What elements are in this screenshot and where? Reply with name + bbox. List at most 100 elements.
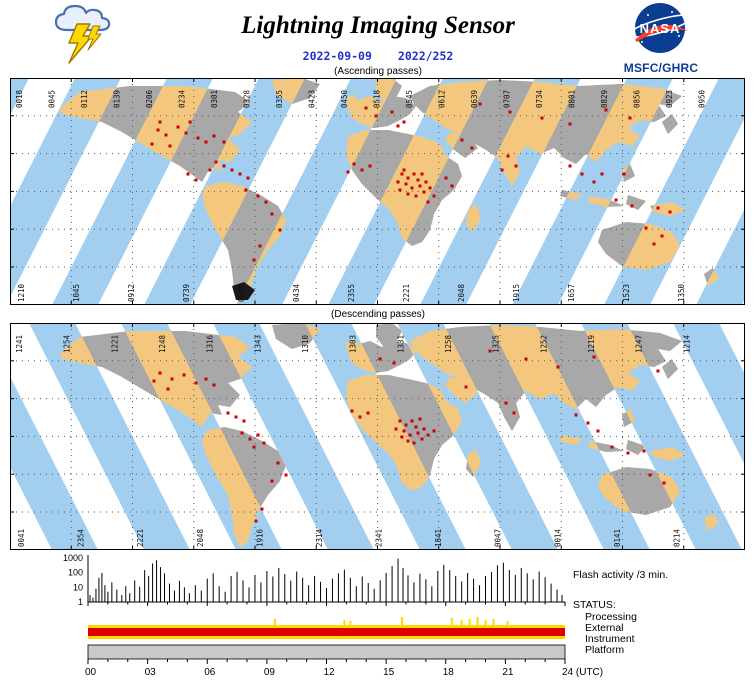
flash-activity-spikes [89,558,563,602]
x-axis-hour-label: 06 [204,667,216,678]
status-row-label: Processing [585,611,637,623]
orbit-time-label: 1657 [567,284,576,302]
orbit-time-label: 0606 [237,283,246,302]
flash-dots [152,349,666,523]
x-axis-hour-label: 09 [264,667,276,678]
orbit-time-label: 0355 [275,90,284,108]
y-axis-tick-label: 10 [73,582,83,592]
flash-dots [150,102,672,262]
orbit-time-label: 2221 [402,284,411,302]
status-row-label: Instrument [585,633,635,645]
nasa-meatball-icon: NASA [627,3,693,53]
descending-passes-label: (Descending passes) [331,309,425,320]
orbit-time-label: 0545 [405,90,414,108]
orbit-time-label: 2048 [457,283,466,302]
flash-activity-label: Flash activity /3 min. [573,569,668,581]
orbit-time-label: 0639 [470,90,479,108]
x-axis-hour-label: 15 [383,667,395,678]
platform-status-bar [87,644,566,660]
orbit-time-label: 1303 [349,335,358,353]
nasa-logo-text: NASA [640,21,681,36]
orbit-time-label: 2048 [196,528,205,547]
x-axis-hour-label: 00 [85,667,97,678]
orbit-time-label: 1214 [682,334,691,353]
ascending-passes-map: 0018 0045 0112 0139 0206 0234 0301 0328 0355 0423… [10,78,745,305]
orbit-time-label: 1210 [17,283,26,302]
y-axis-tick-label: 1 [78,597,83,607]
orbit-time-label: 1045 [72,284,81,302]
orbit-time-label: 0801 [568,90,577,108]
orbit-time-label: 1331 [396,335,405,353]
orbit-time-label: 0829 [600,90,609,108]
orbit-time-label: 0707 [503,90,512,108]
orbit-time-label: 0923 [665,90,674,108]
orbit-time-label: 0214 [672,528,681,547]
orbit-time-label: 1343 [253,335,262,353]
status-heading: STATUS: [573,599,616,611]
orbit-time-label: 0141 [613,529,622,547]
date-iso: 2022-09-09 [302,49,372,63]
orbit-time-label: 1258 [444,334,453,353]
orbit-time-label: 1916 [255,528,264,547]
orbit-time-label: 0301 [210,90,219,108]
orbit-time-label: 0328 [243,89,252,108]
page-title: Lightning Imaging Sensor [241,12,515,39]
y-axis-tick-label: 100 [68,568,83,578]
orbit-time-label: 0014 [553,528,562,547]
x-axis-hour-label: 18 [443,667,455,678]
orbit-time-label: 1915 [512,284,521,302]
orbit-time-label: 2221 [136,529,145,547]
orbit-time-label: 0139 [113,90,122,108]
external-status-bar [88,628,565,636]
orbit-time-label: 1325 [492,335,501,353]
status-row-label: Platform [585,644,624,656]
orbit-time-label: 1310 [301,334,310,353]
date-line: 2022-09-09 2022/252 [0,49,756,63]
orbit-time-label: 1248 [158,334,167,353]
orbit-time-label: 1219 [587,335,596,353]
orbit-time-label: 1316 [206,334,215,353]
orbit-time-label: 0450 [340,89,349,108]
x-axis-hour-label: 24 (UTC) [562,667,603,678]
orbit-time-label: 1252 [539,335,548,353]
org-label: MSFC/GHRC [623,61,699,75]
lightning-cloud-icon [52,2,116,68]
orbit-time-label: 2354 [77,528,86,547]
orbit-time-label: 0234 [178,89,187,108]
orbit-time-labels: 0018 0045 0112 0139 0206 0234 0301 0328 0355 0423… [15,89,707,302]
orbit-time-label: 0112 [80,90,89,108]
orbit-time-label: 0950 [698,89,707,108]
orbit-time-label: 0047 [494,529,503,547]
orbit-time-label: 0206 [145,89,154,108]
orbit-time-label: 0434 [292,283,301,302]
status-row-label: External [585,622,624,634]
date-doy: 2022/252 [397,49,454,63]
orbit-time-label: 0856 [633,89,642,108]
orbit-time-label: 1350 [677,283,686,302]
nasa-logo: NASA MSFC/GHRC [618,2,704,75]
orbit-time-label: 2341 [375,529,384,547]
orbit-time-label: 0018 [15,89,24,108]
ascending-passes-label: (Ascending passes) [334,66,422,77]
descending-passes-map: 1241 1254 1221 1248 1316 1343 1310 1303 1331 1258… [10,323,745,550]
orbit-time-label: 0612 [438,90,447,108]
instrument-status-bar [88,636,565,639]
x-axis-hour-label: 12 [324,667,336,678]
orbit-time-label: 1841 [434,529,443,547]
orbit-time-label: 0739 [182,284,191,302]
y-axis-tick-label: 1000 [63,553,83,563]
orbit-time-label: 0423 [308,90,317,108]
orbit-time-label: 1221 [110,335,119,353]
orbit-time-label: 1254 [63,334,72,353]
x-axis-hour-label: 03 [145,667,157,678]
orbit-time-label: 1241 [15,335,24,353]
processing-status-bar [88,625,565,628]
orbit-time-label: 0041 [17,529,26,547]
orbit-time-label: 0734 [535,89,544,108]
orbit-time-label: 2355 [347,284,356,302]
orbit-time-label: 0912 [127,284,136,302]
orbit-time-labels: 1241 1254 1221 1248 1316 1343 1310 1303 1331 1258… [15,334,691,547]
x-axis-hour-label: 21 [502,667,514,678]
orbit-time-label: 0518 [373,89,382,108]
